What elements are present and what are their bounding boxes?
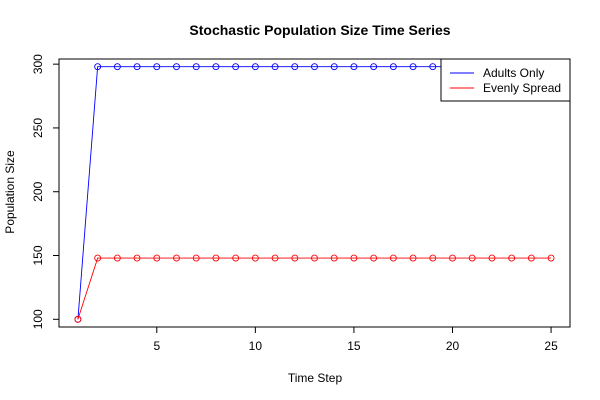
data-point-evenly-spread — [232, 254, 240, 262]
data-point-evenly-spread — [449, 254, 456, 262]
data-point-evenly-spread — [153, 254, 161, 262]
data-point-adults-only — [271, 63, 279, 71]
data-point-evenly-spread — [547, 254, 555, 262]
data-point-evenly-spread — [113, 254, 121, 262]
data-point-evenly-spread — [173, 254, 180, 262]
data-point-adults-only — [389, 63, 397, 71]
data-point-adults-only — [212, 63, 220, 71]
legend: Adults Only Evenly Spread — [440, 58, 571, 102]
data-point-evenly-spread — [429, 254, 437, 262]
data-point-evenly-spread — [133, 254, 141, 262]
data-point-evenly-spread — [350, 254, 358, 262]
data-point-evenly-spread — [488, 254, 496, 262]
data-point-adults-only — [113, 63, 121, 71]
data-point-adults-only — [409, 63, 417, 71]
data-point-adults-only — [153, 63, 161, 71]
data-point-evenly-spread — [94, 254, 102, 262]
data-point-evenly-spread — [74, 315, 82, 323]
data-point-evenly-spread — [271, 254, 279, 262]
data-point-adults-only — [291, 63, 299, 71]
y-axis: 100 150 200 250 300 — [31, 54, 59, 329]
x-tick-label: 5 — [153, 339, 160, 353]
data-point-evenly-spread — [527, 254, 535, 262]
data-point-adults-only — [429, 63, 437, 71]
data-point-adults-only — [192, 63, 200, 71]
data-point-adults-only — [330, 63, 338, 71]
data-point-adults-only — [133, 63, 141, 71]
data-point-adults-only — [370, 63, 378, 71]
chart-title: Stochastic Population Size Time Series — [189, 22, 450, 38]
legend-label-evenly-spread: Evenly Spread — [483, 81, 561, 95]
x-tick-label: 15 — [347, 339, 361, 353]
y-tick-label: 200 — [31, 181, 45, 201]
y-tick-label: 150 — [31, 245, 45, 265]
data-point-evenly-spread — [311, 254, 318, 262]
data-point-adults-only — [311, 63, 318, 71]
data-point-evenly-spread — [389, 254, 397, 262]
data-point-adults-only — [173, 63, 180, 71]
data-point-adults-only — [232, 63, 240, 71]
legend-label-adults-only: Adults Only — [483, 66, 544, 80]
series-line-evenly-spread — [77, 257, 552, 320]
y-axis-label: Population Size — [3, 150, 17, 234]
data-point-adults-only — [251, 63, 259, 71]
data-point-evenly-spread — [409, 254, 417, 262]
data-point-evenly-spread — [212, 254, 220, 262]
x-axis-label: Time Step — [288, 371, 343, 385]
y-tick-label: 300 — [31, 54, 45, 74]
data-point-evenly-spread — [251, 254, 259, 262]
data-point-evenly-spread — [370, 254, 378, 262]
data-point-evenly-spread — [291, 254, 299, 262]
data-point-evenly-spread — [330, 254, 338, 262]
data-point-evenly-spread — [192, 254, 200, 262]
data-point-evenly-spread — [468, 254, 476, 262]
data-point-adults-only — [94, 63, 102, 71]
x-tick-label: 25 — [544, 339, 558, 353]
data-point-adults-only — [350, 63, 358, 71]
legend-box — [440, 58, 571, 102]
x-tick-label: 20 — [446, 339, 460, 353]
y-tick-label: 100 — [31, 309, 45, 329]
y-tick-label: 250 — [31, 118, 45, 138]
x-axis: 5 10 15 20 25 — [153, 327, 558, 353]
plot-frame — [58, 58, 571, 328]
x-tick-label: 10 — [249, 339, 263, 353]
data-point-evenly-spread — [508, 254, 516, 262]
